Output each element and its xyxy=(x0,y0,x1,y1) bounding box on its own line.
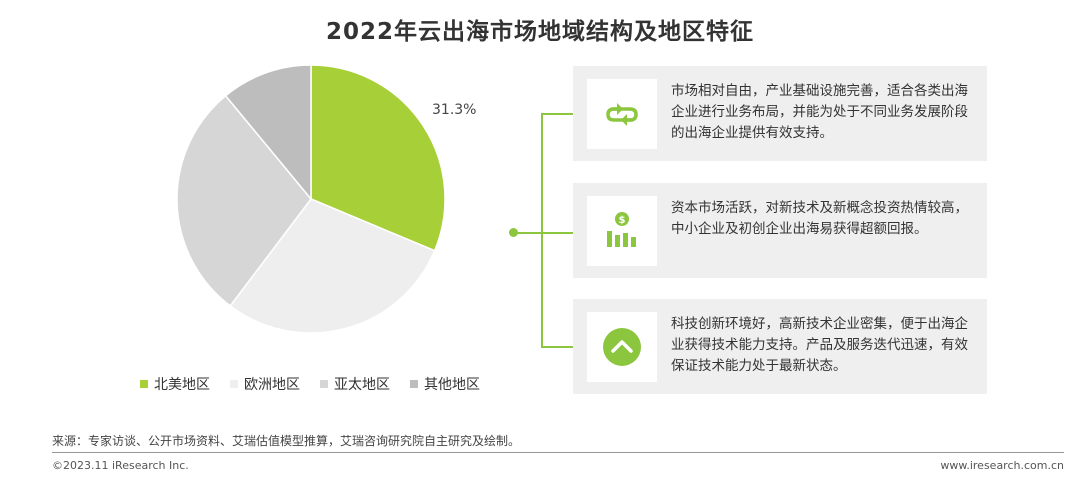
svg-text:$: $ xyxy=(619,215,626,226)
card-text: 科技创新环境好，高新技术企业密集，便于出海企业获得技术能力支持。产品及服务迭代迅… xyxy=(671,316,968,374)
connector-line xyxy=(541,113,584,115)
legend-label: 北美地区 xyxy=(154,377,210,393)
pie-slice-0 xyxy=(310,64,446,252)
website-link[interactable]: www.iresearch.com.cn xyxy=(940,459,1064,472)
legend-item-asia-pacific: 亚太地区 xyxy=(320,374,390,394)
copyright: ©2023.11 iResearch Inc. xyxy=(52,459,189,472)
icon-box xyxy=(587,79,657,149)
feature-card: 市场相对自由，产业基础设施完善，适合各类出海企业进行业务布局，并能为处于不同业务… xyxy=(573,66,987,161)
legend-item-europe: 欧洲地区 xyxy=(230,374,300,394)
legend-swatch-icon xyxy=(320,380,328,388)
feature-card: 科技创新环境好，高新技术企业密集，便于出海企业获得技术能力支持。产品及服务迭代迅… xyxy=(573,299,987,394)
footer-divider xyxy=(52,452,1064,453)
legend-item-other: 其他地区 xyxy=(410,374,480,394)
chart-legend: 北美地区 欧洲地区 亚太地区 其他地区 xyxy=(140,374,480,394)
legend-label: 其他地区 xyxy=(424,377,480,393)
money-bar-chart-icon: $ xyxy=(607,212,636,247)
icon-box: $ xyxy=(587,196,657,266)
legend-swatch-icon xyxy=(140,380,148,388)
connector-line xyxy=(541,346,584,348)
chevron-up-circle-icon xyxy=(603,328,641,366)
cycle-arrows-icon xyxy=(606,103,638,126)
source-note: 来源：专家访谈、公开市场资料、艾瑞估值模型推算，艾瑞咨询研究院自主研究及绘制。 xyxy=(52,434,521,448)
feature-card: $ 资本市场活跃，对新技术及新概念投资热情较高，中小企业及初创企业出海易获得超额… xyxy=(573,183,987,278)
connector-line xyxy=(513,232,542,234)
connector-line xyxy=(541,113,543,347)
slice-label-north-america: 31.3% xyxy=(432,102,477,118)
card-text: 资本市场活跃，对新技术及新概念投资热情较高，中小企业及初创企业出海易获得超额回报… xyxy=(671,200,968,237)
pie-slice-2 xyxy=(176,94,312,307)
legend-swatch-icon xyxy=(230,380,238,388)
page-title: 2022年云出海市场地域结构及地区特征 xyxy=(325,19,754,45)
legend-item-north-america: 北美地区 xyxy=(140,374,210,394)
icon-box xyxy=(587,312,657,382)
pie-slice-3 xyxy=(224,64,312,202)
card-text: 市场相对自由，产业基础设施完善，适合各类出海企业进行业务布局，并能为处于不同业务… xyxy=(671,83,968,141)
pie-slice-1 xyxy=(229,198,436,334)
legend-label: 亚太地区 xyxy=(334,377,390,393)
connector-line xyxy=(541,232,584,234)
legend-label: 欧洲地区 xyxy=(244,377,300,393)
legend-swatch-icon xyxy=(410,380,418,388)
